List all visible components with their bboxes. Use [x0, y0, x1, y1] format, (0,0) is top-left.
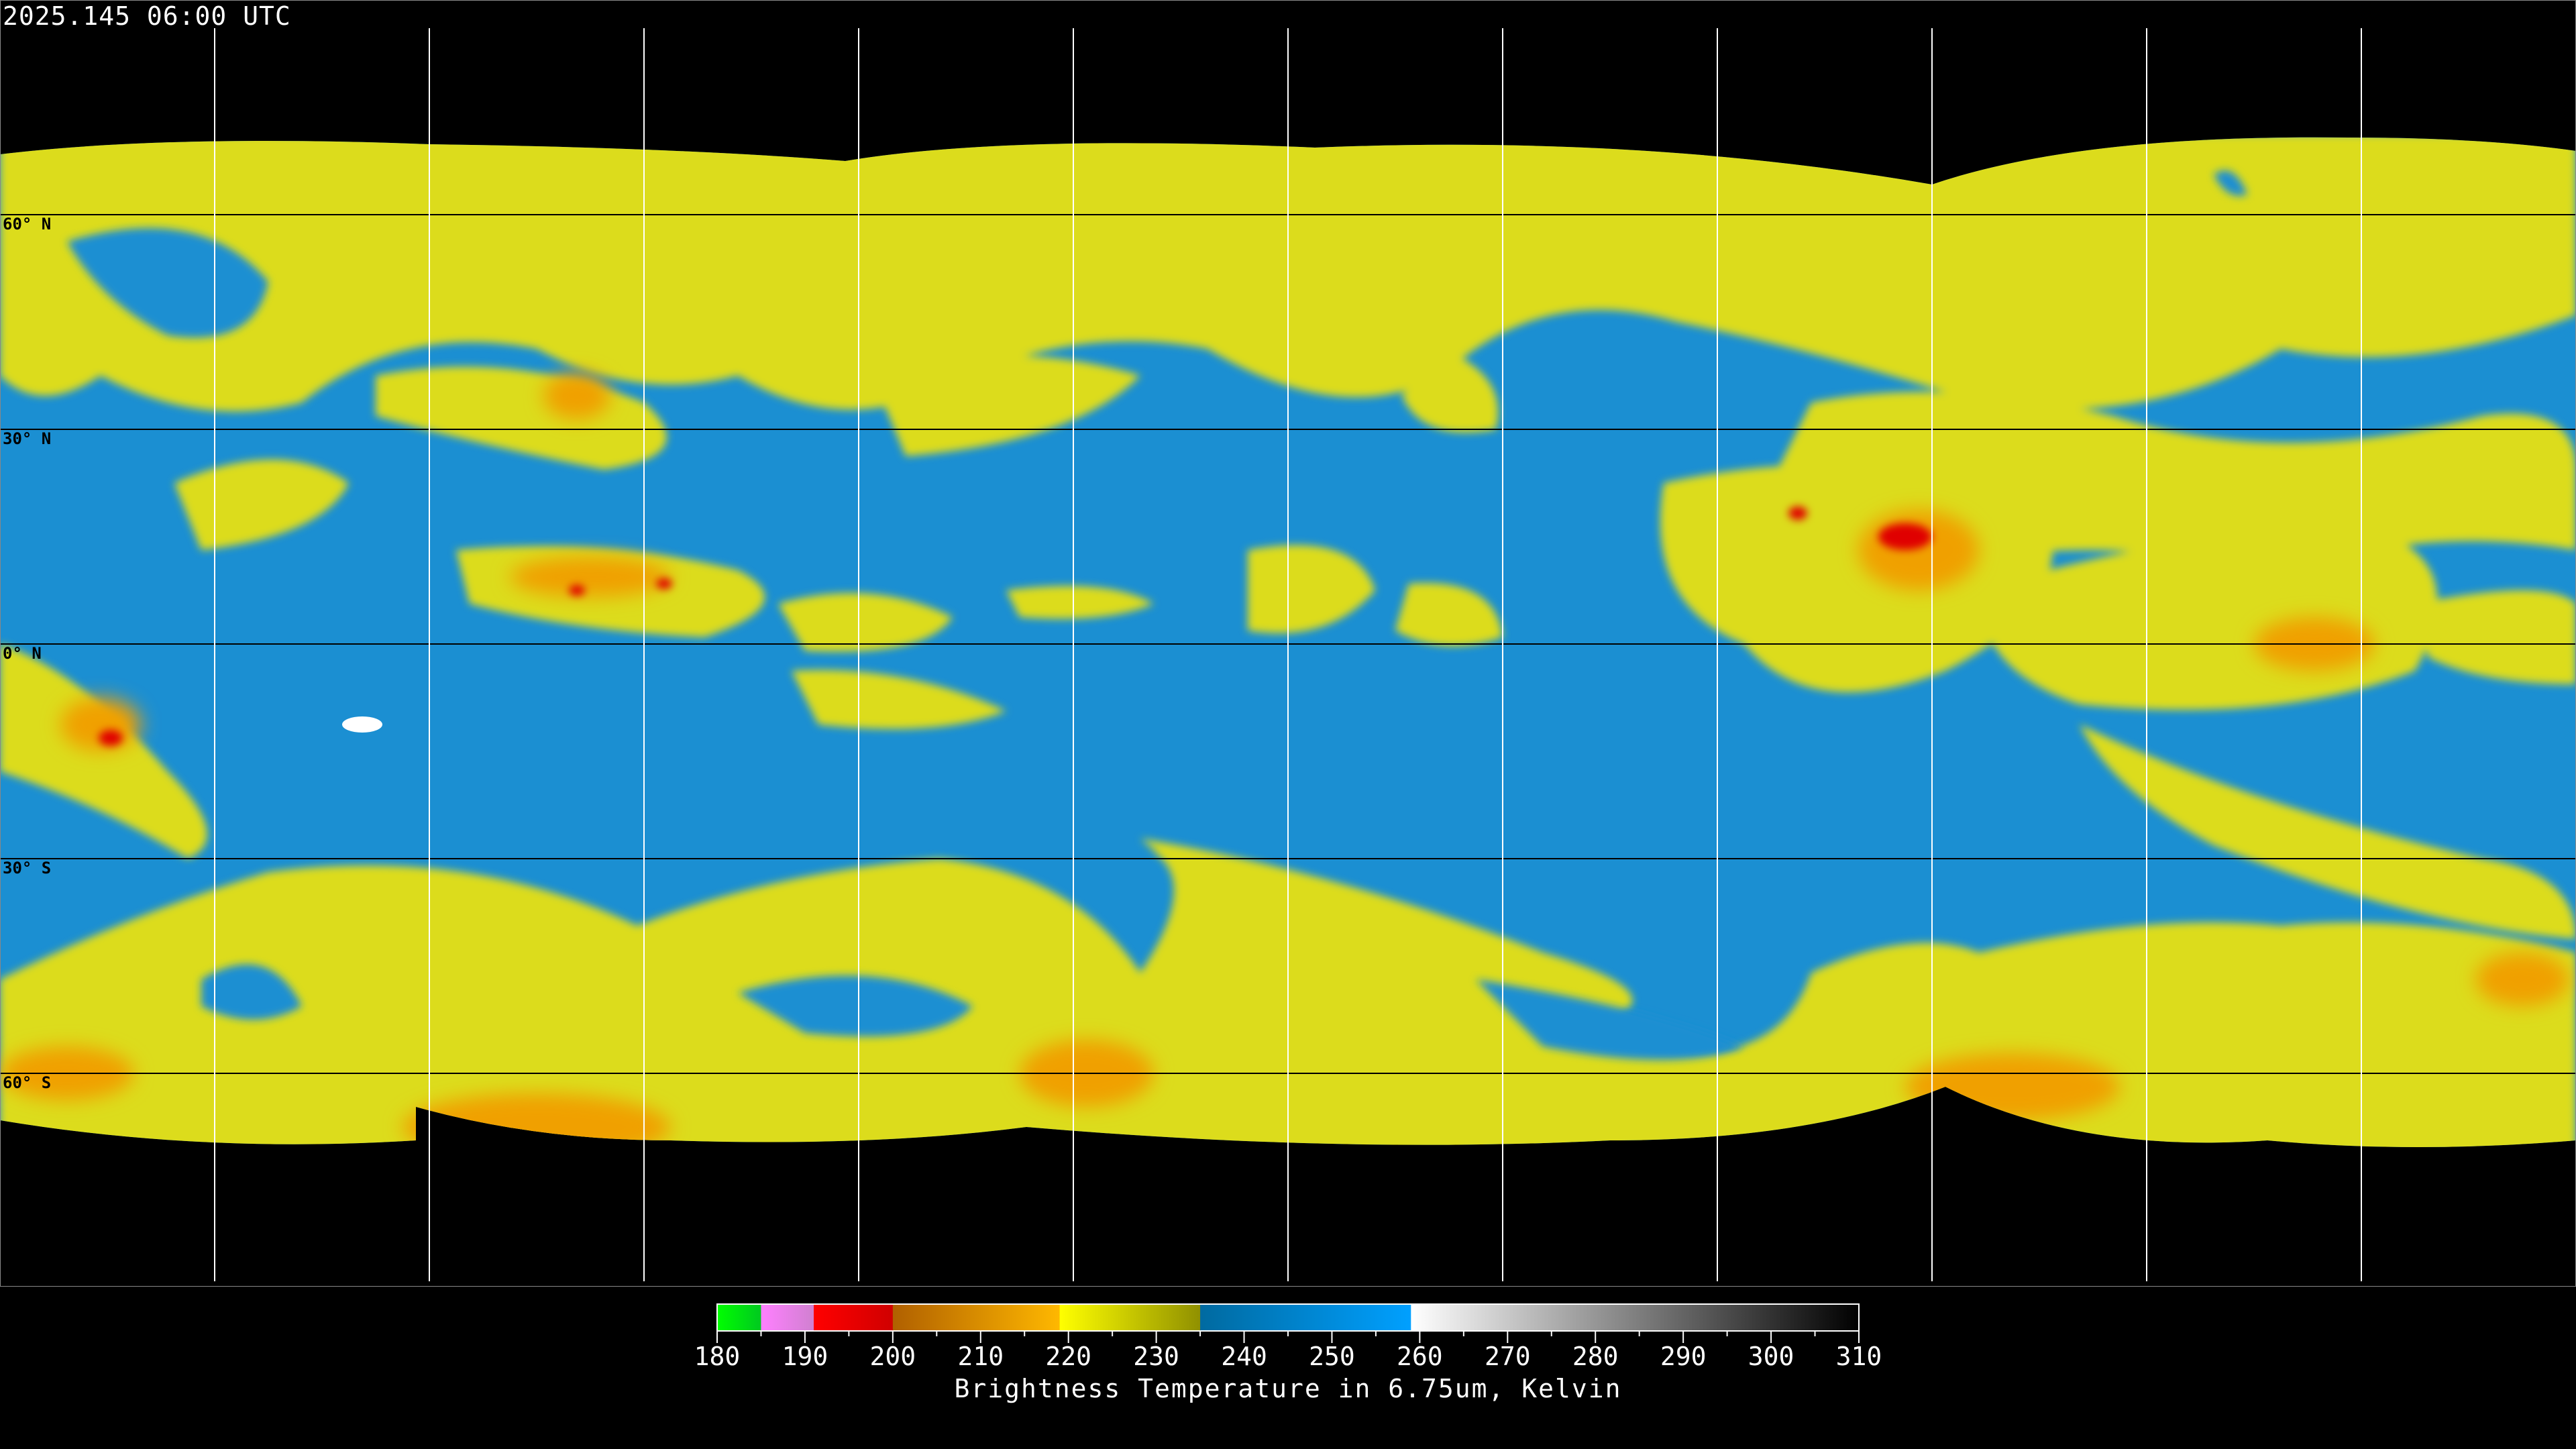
colorbar-tick-label: 310: [1835, 1342, 1882, 1371]
colorbar-tick-label: 200: [869, 1342, 916, 1371]
colorbar-segment: [717, 1304, 761, 1331]
colorbar-segment: [761, 1304, 814, 1331]
colorbar-segment: [814, 1304, 894, 1331]
colorbar-tick-label: 230: [1133, 1342, 1179, 1371]
lat-label-30n: 30° N: [3, 429, 52, 448]
satellite-map: [0, 28, 2576, 1281]
colorbar-segment: [1200, 1304, 1411, 1331]
colorbar-segment: [892, 1304, 1061, 1331]
colorbar-title: Brightness Temperature in 6.75um, Kelvin: [954, 1374, 1622, 1403]
colorbar-tick-label: 190: [782, 1342, 828, 1371]
colorbar-segment: [1411, 1304, 1860, 1331]
colorbar-segment: [1059, 1304, 1201, 1331]
colorbar-tick-label: 240: [1221, 1342, 1267, 1371]
lat-label-0: 0° N: [3, 644, 42, 663]
colorbar-tick-label: 220: [1045, 1342, 1092, 1371]
colorbar-tick-label: 300: [1748, 1342, 1794, 1371]
colorbar-tick-label: 260: [1397, 1342, 1443, 1371]
colorbar-tick-label: 180: [694, 1342, 741, 1371]
colorbar: [716, 1303, 1860, 1343]
colorbar-tick-label: 290: [1660, 1342, 1707, 1371]
timestamp-title: 2025.145 06:00 UTC: [3, 1, 291, 31]
colorbar-tick-label: 280: [1572, 1342, 1619, 1371]
colorbar-tick-label: 210: [957, 1342, 1004, 1371]
colorbar-tick-label: 270: [1484, 1342, 1531, 1371]
lat-label-60n: 60° N: [3, 215, 52, 233]
lat-label-30s: 30° S: [3, 859, 52, 877]
lat-label-60s: 60° S: [3, 1073, 52, 1092]
lon-grid: [214, 28, 2362, 1281]
colorbar-tick-label: 250: [1309, 1342, 1355, 1371]
